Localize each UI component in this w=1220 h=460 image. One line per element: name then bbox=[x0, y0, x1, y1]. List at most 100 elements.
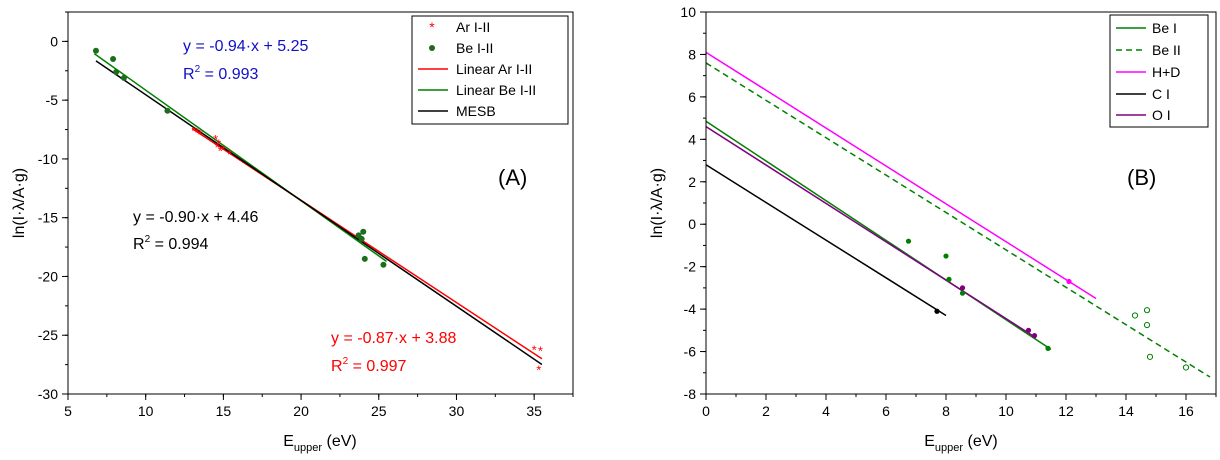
panel-a-annotation-equation-ar: y = -0.87·x + 3.88 bbox=[331, 330, 457, 347]
legend-item-mesb: MESB bbox=[418, 103, 496, 119]
x-tick-label: 5 bbox=[64, 403, 72, 419]
legend-label: Be II bbox=[1152, 42, 1181, 58]
y-tick-label: 4 bbox=[688, 131, 696, 147]
ar-data-point: * bbox=[216, 137, 221, 152]
y-tick-label: -5 bbox=[46, 92, 59, 108]
x-tick-label: 12 bbox=[1058, 403, 1074, 419]
legend-label: Linear Ar I-II bbox=[456, 61, 532, 77]
panel-b-ticks: 0 2 4 6 8 10 12 14 16 10 8 6 4 2 0 -2 -4 -6 -8 bbox=[680, 4, 1217, 419]
y-tick-label: -20 bbox=[38, 268, 58, 284]
be-data-point bbox=[92, 47, 99, 54]
panel-a-data-points: *** ***** **** bbox=[92, 47, 543, 377]
legend-label: C I bbox=[1152, 86, 1170, 102]
be-data-point bbox=[361, 255, 368, 262]
data-point-be-ii bbox=[1143, 307, 1151, 314]
legend-label: MESB bbox=[456, 103, 496, 119]
panel-b-series-lines bbox=[705, 51, 1211, 378]
x-tick-label: 35 bbox=[526, 403, 542, 419]
y-tick-label: -10 bbox=[38, 151, 58, 167]
legend-item-linear-be-i-ii: Linear Be I-II bbox=[418, 82, 536, 98]
y-tick-label: 0 bbox=[688, 216, 696, 232]
panel-a-x-axis-title: Eupper (eV) bbox=[283, 433, 356, 454]
x-tick-label: 15 bbox=[216, 403, 232, 419]
y-tick-label: -30 bbox=[38, 386, 58, 402]
fit-line-linear-ar-i-ii bbox=[191, 128, 543, 360]
x-tick-label: 6 bbox=[882, 403, 890, 419]
x-tick-label: 8 bbox=[942, 403, 950, 419]
panel-b: 0 2 4 6 8 10 12 14 16 10 8 6 4 2 0 -2 -4 -6 -8 ln(I·λ/A·g)… bbox=[649, 4, 1217, 454]
series-line-be-i bbox=[705, 120, 1052, 351]
y-tick-label: 0 bbox=[50, 33, 58, 49]
data-point-o-i bbox=[959, 285, 966, 291]
legend-label: Be I-II bbox=[456, 40, 493, 56]
data-point-be-i bbox=[943, 253, 949, 259]
ar-data-point: * bbox=[194, 125, 199, 140]
y-tick-label: -6 bbox=[684, 344, 697, 360]
be-data-point bbox=[164, 107, 171, 114]
panel-b-x-axis-title: Eupper (eV) bbox=[924, 433, 997, 454]
data-point-be-i bbox=[959, 290, 966, 296]
ar-data-point: * bbox=[538, 344, 543, 359]
data-point-c-i bbox=[934, 308, 940, 314]
legend-item-h-d: H+D bbox=[1116, 64, 1180, 80]
x-tick-label: 10 bbox=[998, 403, 1014, 419]
data-point-be-i bbox=[905, 238, 912, 244]
be-data-point bbox=[380, 261, 387, 268]
be-data-point bbox=[360, 228, 367, 235]
ar-data-point: * bbox=[215, 140, 220, 155]
data-point-be-ii bbox=[1131, 312, 1139, 319]
panel-b-label: (B) bbox=[1127, 165, 1156, 190]
legend-label: O I bbox=[1152, 107, 1171, 123]
legend-item-be-i-ii: Be I-II bbox=[429, 40, 493, 56]
legend-item-c-i: C I bbox=[1116, 86, 1170, 102]
y-tick-label: 10 bbox=[680, 4, 696, 20]
panel-b-legend: Be I Be II H+D C I O I bbox=[1109, 14, 1209, 128]
panel-a-y-axis-title: ln(I·λ/A·g) bbox=[11, 168, 28, 238]
legend-label: Ar I-II bbox=[456, 19, 490, 35]
legend-item-be-ii: Be II bbox=[1116, 42, 1181, 58]
panel-a-annotation-r2-mesb: R2 = 0.994 bbox=[133, 234, 209, 253]
series-line-c-i bbox=[705, 164, 947, 317]
x-tick-label: 30 bbox=[449, 403, 465, 419]
y-tick-label: 2 bbox=[688, 174, 696, 190]
x-tick-label: 4 bbox=[822, 403, 830, 419]
ar-data-point: * bbox=[532, 342, 537, 357]
x-tick-label: 0 bbox=[702, 403, 710, 419]
x-tick-label: 25 bbox=[371, 403, 387, 419]
x-tick-label: 10 bbox=[138, 403, 154, 419]
panel-a-annotation-equation-be: y = -0.94·x + 5.25 bbox=[183, 38, 309, 55]
legend-label: Linear Be I-II bbox=[456, 82, 536, 98]
legend-item-be-i: Be I bbox=[1116, 20, 1177, 36]
ar-data-point: * bbox=[221, 143, 226, 158]
be-data-point bbox=[358, 235, 365, 242]
y-tick-label: -15 bbox=[38, 210, 58, 226]
legend-asterisk-marker: * bbox=[429, 19, 435, 35]
ar-data-point: * bbox=[213, 132, 218, 147]
x-tick-label: 16 bbox=[1178, 403, 1194, 419]
data-point-o-i bbox=[1025, 327, 1032, 333]
be-data-point bbox=[120, 74, 127, 81]
y-tick-label: -8 bbox=[684, 386, 697, 402]
data-point-be-i bbox=[946, 276, 952, 282]
x-tick-label: 2 bbox=[762, 403, 770, 419]
y-tick-label: 6 bbox=[688, 89, 696, 105]
y-tick-label: -2 bbox=[684, 259, 697, 275]
panel-a-plot-frame bbox=[67, 11, 574, 395]
series-line-o-i bbox=[705, 125, 1037, 339]
data-point-h-d bbox=[1066, 278, 1072, 285]
data-point-o-i bbox=[1031, 333, 1038, 339]
y-tick-label: 8 bbox=[688, 46, 696, 62]
data-point-be-ii bbox=[1143, 321, 1151, 329]
y-tick-label: -25 bbox=[38, 327, 58, 343]
legend-circle-marker bbox=[429, 45, 435, 51]
panel-a-annotation-equation-mesb: y = -0.90·x + 4.46 bbox=[133, 209, 259, 226]
legend-item-linear-ar-i-ii: Linear Ar I-II bbox=[418, 61, 532, 77]
x-tick-label: 20 bbox=[293, 403, 309, 419]
panel-a-annotation-r2-be: R2 = 0.993 bbox=[183, 64, 259, 83]
panel-b-y-axis-title: ln(I·λ/A·g) bbox=[649, 168, 666, 238]
panel-a-ticks: 5 10 15 20 25 30 35 0 -5 -10 -15 -20 -25 -30 bbox=[38, 11, 574, 419]
legend-item-o-i: O I bbox=[1116, 107, 1171, 123]
panel-b-data-points bbox=[905, 238, 1190, 371]
legend-item-ar-i-ii: * Ar I-II bbox=[429, 19, 490, 35]
